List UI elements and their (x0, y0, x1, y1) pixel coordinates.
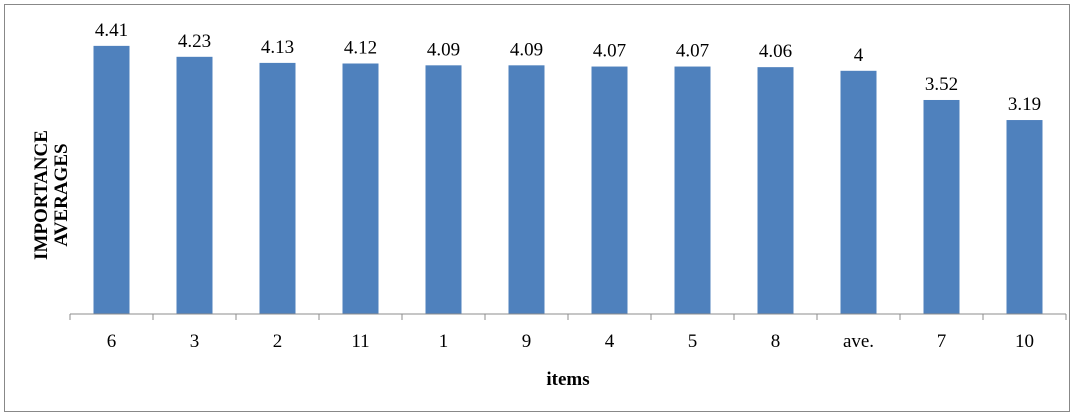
value-label-9: 4.09 (510, 39, 543, 60)
bar-6 (93, 45, 130, 314)
x-tick-label-8: 8 (771, 331, 781, 352)
value-label-4: 4.07 (593, 41, 626, 62)
x-tick-label-9: 9 (522, 331, 532, 352)
bar-8 (757, 67, 794, 314)
value-label-7: 3.52 (925, 74, 958, 95)
value-label-11: 4.12 (344, 38, 377, 59)
bar-9 (508, 65, 545, 314)
x-tick-label-3: 3 (190, 331, 200, 352)
bar-3 (176, 56, 213, 314)
value-label-10: 3.19 (1008, 94, 1041, 115)
x-tick-label-5: 5 (688, 331, 698, 352)
x-tick-labels: 6 3 2 11 1 9 4 5 8 ave. 7 10 (107, 331, 1034, 352)
x-tick-label-1: 1 (439, 331, 449, 352)
x-axis-title: items (546, 369, 589, 390)
y-axis-title-line-1: IMPORTANCE (31, 130, 52, 260)
value-labels-group: 4.41 4.23 4.13 4.12 4.09 4.09 4.07 4.07 4.06 4 3.5… (95, 20, 1041, 115)
bar-4 (591, 66, 628, 314)
value-label-1: 4.09 (427, 39, 460, 60)
bar-7 (923, 99, 960, 314)
bar-1 (425, 65, 462, 314)
bar-10 (1006, 120, 1043, 314)
x-tick-label-ave.: ave. (843, 331, 874, 352)
x-tick-label-10: 10 (1015, 331, 1034, 352)
value-label-3: 4.23 (178, 31, 211, 52)
x-tick-label-6: 6 (107, 331, 117, 352)
bar-2 (259, 62, 296, 315)
bar-5 (674, 66, 711, 314)
y-axis-title-line-2: AVERAGES (51, 143, 72, 246)
bar-ave. (840, 70, 877, 314)
x-tick-label-7: 7 (937, 331, 947, 352)
x-tick-marks (69, 314, 1067, 320)
value-label-ave.: 4 (854, 45, 864, 66)
x-tick-label-11: 11 (351, 331, 369, 352)
x-tick-label-2: 2 (273, 331, 283, 352)
x-tick-label-4: 4 (605, 331, 615, 352)
value-label-8: 4.06 (759, 41, 792, 62)
bars-group (93, 45, 1043, 315)
value-label-5: 4.07 (676, 41, 709, 62)
value-label-2: 4.13 (261, 37, 294, 58)
bar-11 (342, 63, 379, 315)
value-label-6: 4.41 (95, 20, 128, 41)
